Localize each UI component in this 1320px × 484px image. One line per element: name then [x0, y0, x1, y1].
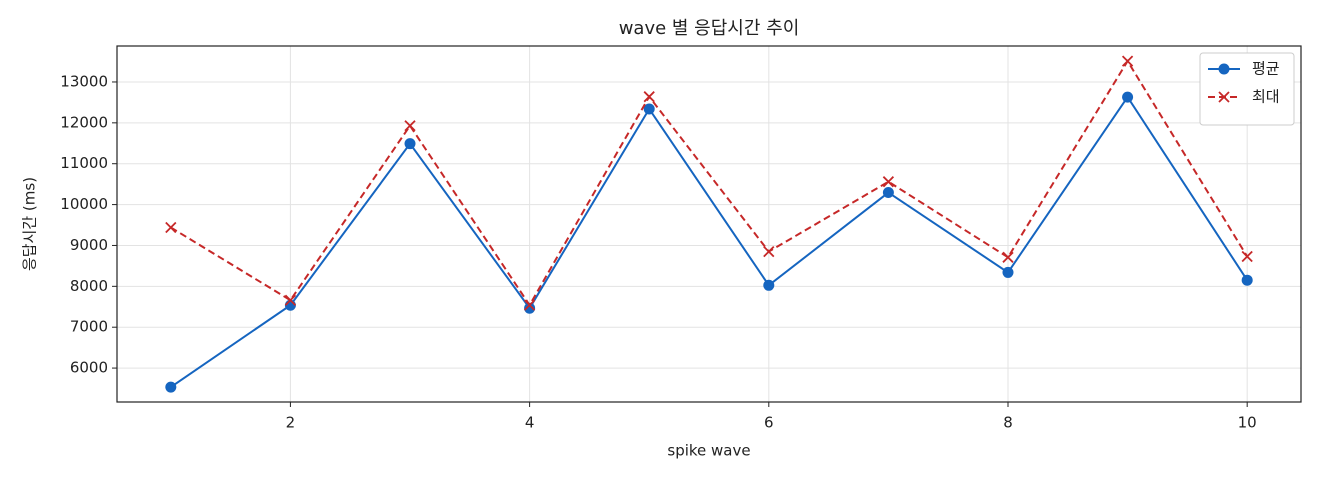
data-point	[1002, 251, 1014, 263]
data-point	[165, 221, 177, 234]
y-tick-label: 11000	[60, 154, 108, 172]
y-tick-label: 13000	[60, 72, 108, 90]
legend-box	[1199, 52, 1295, 126]
x-tick-label: 4	[525, 414, 535, 432]
y-axis-label: 응답시간 (ms)	[21, 177, 39, 271]
data-point	[763, 245, 775, 258]
x-axis-label: spike wave	[667, 442, 750, 460]
series-line	[170, 95, 1249, 388]
plot-frame	[116, 45, 1302, 403]
chart-title: wave 별 응답시간 추이	[619, 18, 800, 39]
x-tick-label: 10	[1238, 414, 1257, 432]
data-point	[404, 120, 416, 132]
data-point	[1241, 250, 1253, 263]
data-point	[882, 187, 894, 199]
y-tick-label: 8000	[70, 277, 108, 295]
data-point	[1002, 266, 1014, 278]
data-point	[165, 381, 177, 393]
y-tick-label: 9000	[70, 236, 108, 254]
series-line	[170, 59, 1249, 308]
data-point	[1122, 91, 1134, 103]
y-tick-label: 12000	[60, 113, 108, 131]
x-tick-label: 8	[1003, 414, 1013, 432]
data-point	[524, 302, 536, 314]
legend-marker	[1218, 91, 1230, 103]
data-point	[643, 103, 655, 115]
data-point	[1241, 274, 1253, 286]
data-point	[284, 294, 297, 306]
legend-marker	[1218, 63, 1230, 75]
x-tick-label: 6	[764, 414, 774, 432]
data-point	[1121, 55, 1134, 67]
data-point	[523, 299, 536, 311]
legend-label: 최대	[1252, 88, 1280, 106]
x-tick-label: 2	[286, 414, 296, 432]
y-tick-label: 7000	[70, 318, 108, 336]
data-point	[882, 176, 895, 188]
data-point	[643, 91, 655, 103]
y-tick-label: 10000	[60, 195, 108, 213]
data-point	[763, 279, 775, 291]
legend-label: 평균	[1252, 60, 1280, 78]
y-tick-label: 6000	[70, 359, 108, 377]
data-point	[404, 138, 416, 150]
